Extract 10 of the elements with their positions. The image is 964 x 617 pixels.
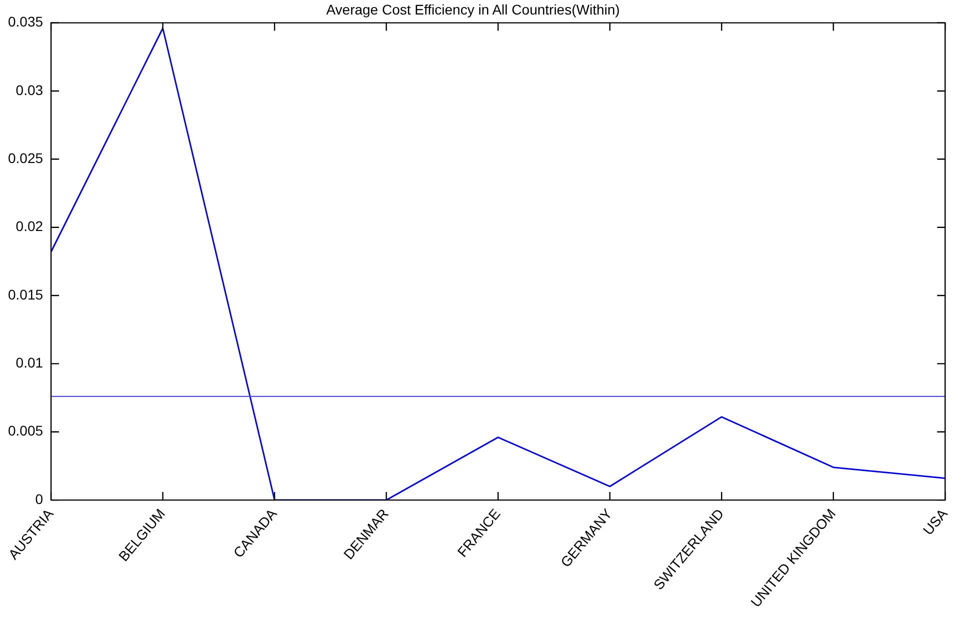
x-tick-label: USA [920,505,951,538]
y-tick-label: 0.035 [8,14,44,30]
y-tick-label: 0.015 [8,286,44,302]
y-tick-label: 0.005 [8,422,44,439]
chart-title: Average Cost Efficiency in All Countries(Within) [326,1,620,18]
y-tick-label: 0.025 [8,150,44,166]
y-tick-label: 0 [35,490,44,507]
y-tick-label: 0.03 [16,82,44,98]
y-tick-label: 0.02 [16,218,44,234]
y-tick-label: 0.01 [16,354,44,371]
